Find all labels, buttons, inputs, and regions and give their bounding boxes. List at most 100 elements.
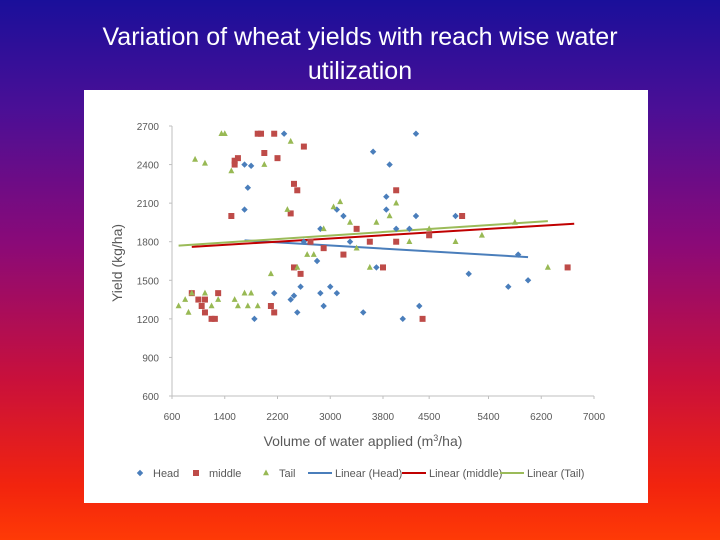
point-tail (366, 263, 373, 270)
x-tick-label: 6200 (530, 412, 553, 423)
legend-label-middle: middle (209, 468, 241, 480)
point-head (241, 206, 248, 213)
point-middle (201, 309, 208, 316)
x-tick-label: 3000 (319, 412, 342, 423)
point-tail (267, 270, 274, 277)
point-middle (215, 290, 222, 297)
point-head (412, 130, 420, 137)
point-head (383, 206, 390, 213)
point-head (452, 212, 459, 220)
point-middle (393, 238, 400, 245)
point-tail (304, 251, 311, 257)
point-head (300, 238, 308, 245)
point-tail (426, 225, 433, 232)
point-head (271, 289, 278, 297)
point-tail (175, 302, 182, 309)
y-tick-label: 1800 (137, 238, 160, 249)
point-middle (393, 187, 400, 194)
point-head (313, 257, 321, 265)
point-tail (320, 225, 327, 232)
trendline-linear-tail (178, 220, 548, 247)
point-middle (300, 143, 307, 150)
point-head (360, 309, 367, 316)
point-middle (297, 270, 304, 277)
legend-swatch-head (136, 469, 144, 477)
point-middle (287, 210, 294, 217)
point-middle (195, 296, 202, 303)
scatter-chart: 600 900 1200 1500 1800 2100 2400 2700 600 1400 220… (109, 122, 606, 480)
point-middle (261, 150, 268, 156)
point-head (327, 283, 334, 290)
x-axis-title: Volume of water applied (m3/ha) (264, 433, 463, 449)
point-tail (353, 244, 360, 251)
point-head (251, 315, 258, 323)
slide-title: Variation of wheat yields with reach wis… (20, 20, 700, 88)
point-head (465, 270, 472, 278)
point-tail (511, 218, 518, 225)
x-tick-label: 7000 (583, 412, 606, 423)
point-middle (267, 303, 274, 309)
point-head (346, 238, 354, 245)
point-middle (459, 213, 466, 219)
point-tail (287, 137, 294, 144)
point-tail (337, 198, 344, 205)
point-head (244, 184, 252, 191)
point-head (241, 161, 248, 168)
point-middle (234, 155, 241, 162)
point-middle (419, 315, 426, 322)
point-middle (208, 315, 215, 322)
point-tail (284, 206, 291, 212)
point-tail (310, 251, 317, 257)
point-head (383, 193, 390, 200)
point-tail (192, 155, 199, 162)
point-tail (386, 212, 393, 219)
point-tail (406, 238, 413, 245)
point-head (369, 148, 377, 155)
point-tail (294, 263, 301, 270)
legend-label-linear-head: Linear (Head) (335, 468, 402, 480)
legend-label-linear-tail: Linear (Tail) (527, 468, 584, 480)
point-tail (241, 289, 248, 296)
point-head (287, 296, 294, 303)
y-tick-label: 900 (142, 353, 159, 364)
y-tick-label: 2100 (137, 199, 160, 210)
point-head (317, 289, 324, 297)
point-tail (228, 167, 235, 174)
point-tail (208, 302, 215, 309)
trendline-linear-middle (191, 222, 575, 248)
point-tail (347, 218, 354, 225)
point-middle (564, 264, 571, 271)
legend-swatch-middle (193, 470, 199, 476)
point-head (373, 264, 380, 271)
point-tail (452, 238, 459, 245)
point-middle (198, 303, 205, 309)
point-tail (261, 161, 268, 167)
point-middle (254, 130, 261, 137)
y-tick-label: 600 (142, 392, 159, 403)
legend-label-head: Head (153, 468, 179, 480)
point-tail (215, 296, 222, 302)
x-tick-label: 5400 (477, 412, 500, 423)
point-middle (274, 155, 281, 162)
point-middle (290, 180, 297, 187)
legend-label-tail: Tail (279, 468, 296, 480)
point-tail (185, 308, 192, 315)
chart-panel: 600 900 1200 1500 1800 2100 2400 2700 600 1400 220… (84, 90, 648, 503)
point-middle (258, 130, 265, 137)
point-head (505, 283, 512, 290)
point-middle (211, 315, 218, 322)
point-middle (290, 264, 297, 271)
x-tick-label: 4500 (418, 412, 441, 423)
slide-title-line-2: utilization (307, 57, 413, 85)
point-head (416, 302, 423, 310)
point-head (333, 289, 341, 297)
legend-label-linear-middle: Linear (middle) (429, 468, 502, 480)
point-middle (307, 238, 314, 245)
point-middle (320, 245, 327, 252)
point-middle (380, 264, 386, 271)
point-tail (201, 159, 208, 166)
point-head (514, 251, 522, 258)
point-middle (228, 213, 235, 219)
point-head (406, 225, 413, 233)
point-middle (231, 157, 238, 164)
